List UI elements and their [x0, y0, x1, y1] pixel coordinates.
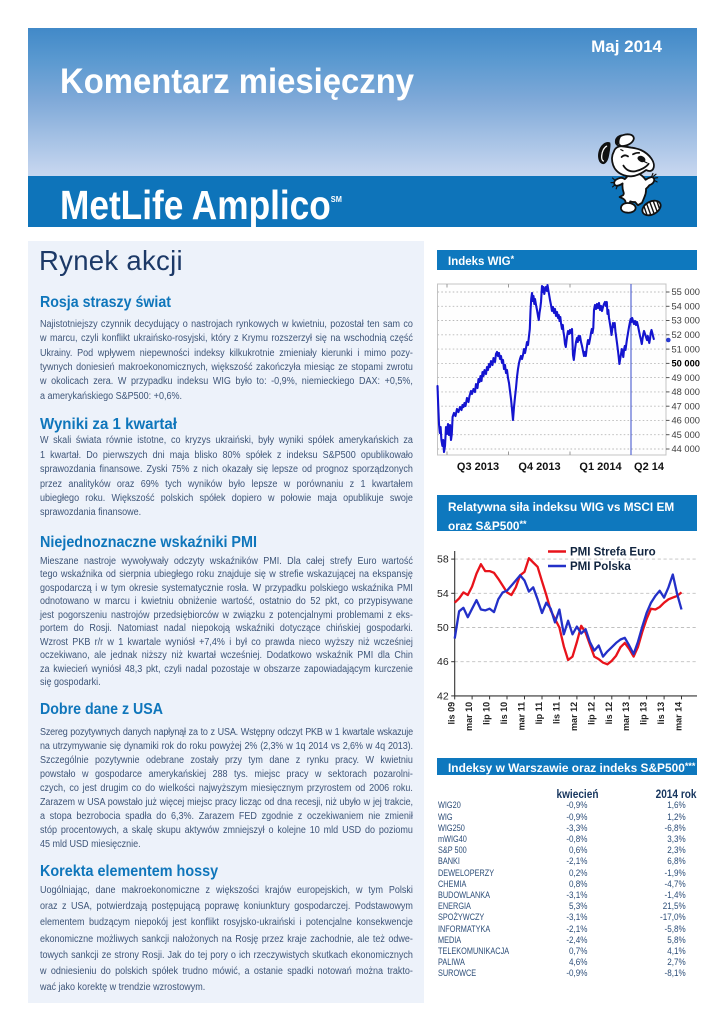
svg-text:lip 10: lip 10 [482, 702, 492, 725]
svg-text:Q1 2014: Q1 2014 [579, 461, 622, 473]
svg-text:42: 42 [437, 690, 449, 702]
svg-text:51 000: 51 000 [672, 344, 700, 354]
svg-text:lis 13: lis 13 [656, 702, 666, 725]
svg-text:45 000: 45 000 [672, 430, 700, 440]
svg-text:44 000: 44 000 [672, 444, 700, 454]
svg-text:50: 50 [437, 622, 449, 634]
svg-text:54 000: 54 000 [672, 302, 700, 312]
svg-text:mar 10: mar 10 [464, 702, 474, 731]
svg-text:55 000: 55 000 [672, 287, 700, 297]
svg-text:46: 46 [437, 656, 449, 668]
svg-text:lis 12: lis 12 [604, 702, 614, 725]
svg-text:lis 11: lis 11 [551, 702, 561, 724]
svg-text:47 000: 47 000 [672, 401, 700, 411]
svg-text:52 000: 52 000 [672, 330, 700, 340]
svg-text:lip 13: lip 13 [639, 702, 649, 725]
svg-text:48 000: 48 000 [672, 387, 700, 397]
svg-text:lip 12: lip 12 [586, 702, 596, 725]
svg-text:PMI Polska: PMI Polska [570, 561, 631, 573]
svg-text:lis 09: lis 09 [447, 702, 457, 725]
svg-text:PMI Strefa Euro: PMI Strefa Euro [570, 547, 656, 559]
svg-text:mar 11: mar 11 [517, 702, 527, 731]
svg-text:mar 14: mar 14 [674, 702, 684, 731]
svg-text:mar 12: mar 12 [569, 702, 579, 731]
svg-text:Q4 2013: Q4 2013 [518, 461, 560, 473]
svg-text:lis 10: lis 10 [499, 702, 509, 725]
svg-text:Q2 14: Q2 14 [634, 461, 665, 473]
svg-text:Q3 2013: Q3 2013 [457, 461, 499, 473]
svg-text:lip 11: lip 11 [534, 702, 544, 725]
svg-text:49 000: 49 000 [672, 373, 700, 383]
svg-text:mar 13: mar 13 [621, 702, 631, 731]
svg-text:53 000: 53 000 [672, 316, 700, 326]
svg-text:50 000: 50 000 [672, 359, 700, 369]
svg-text:58: 58 [437, 554, 449, 566]
svg-text:54: 54 [437, 588, 449, 600]
svg-text:46 000: 46 000 [672, 416, 700, 426]
